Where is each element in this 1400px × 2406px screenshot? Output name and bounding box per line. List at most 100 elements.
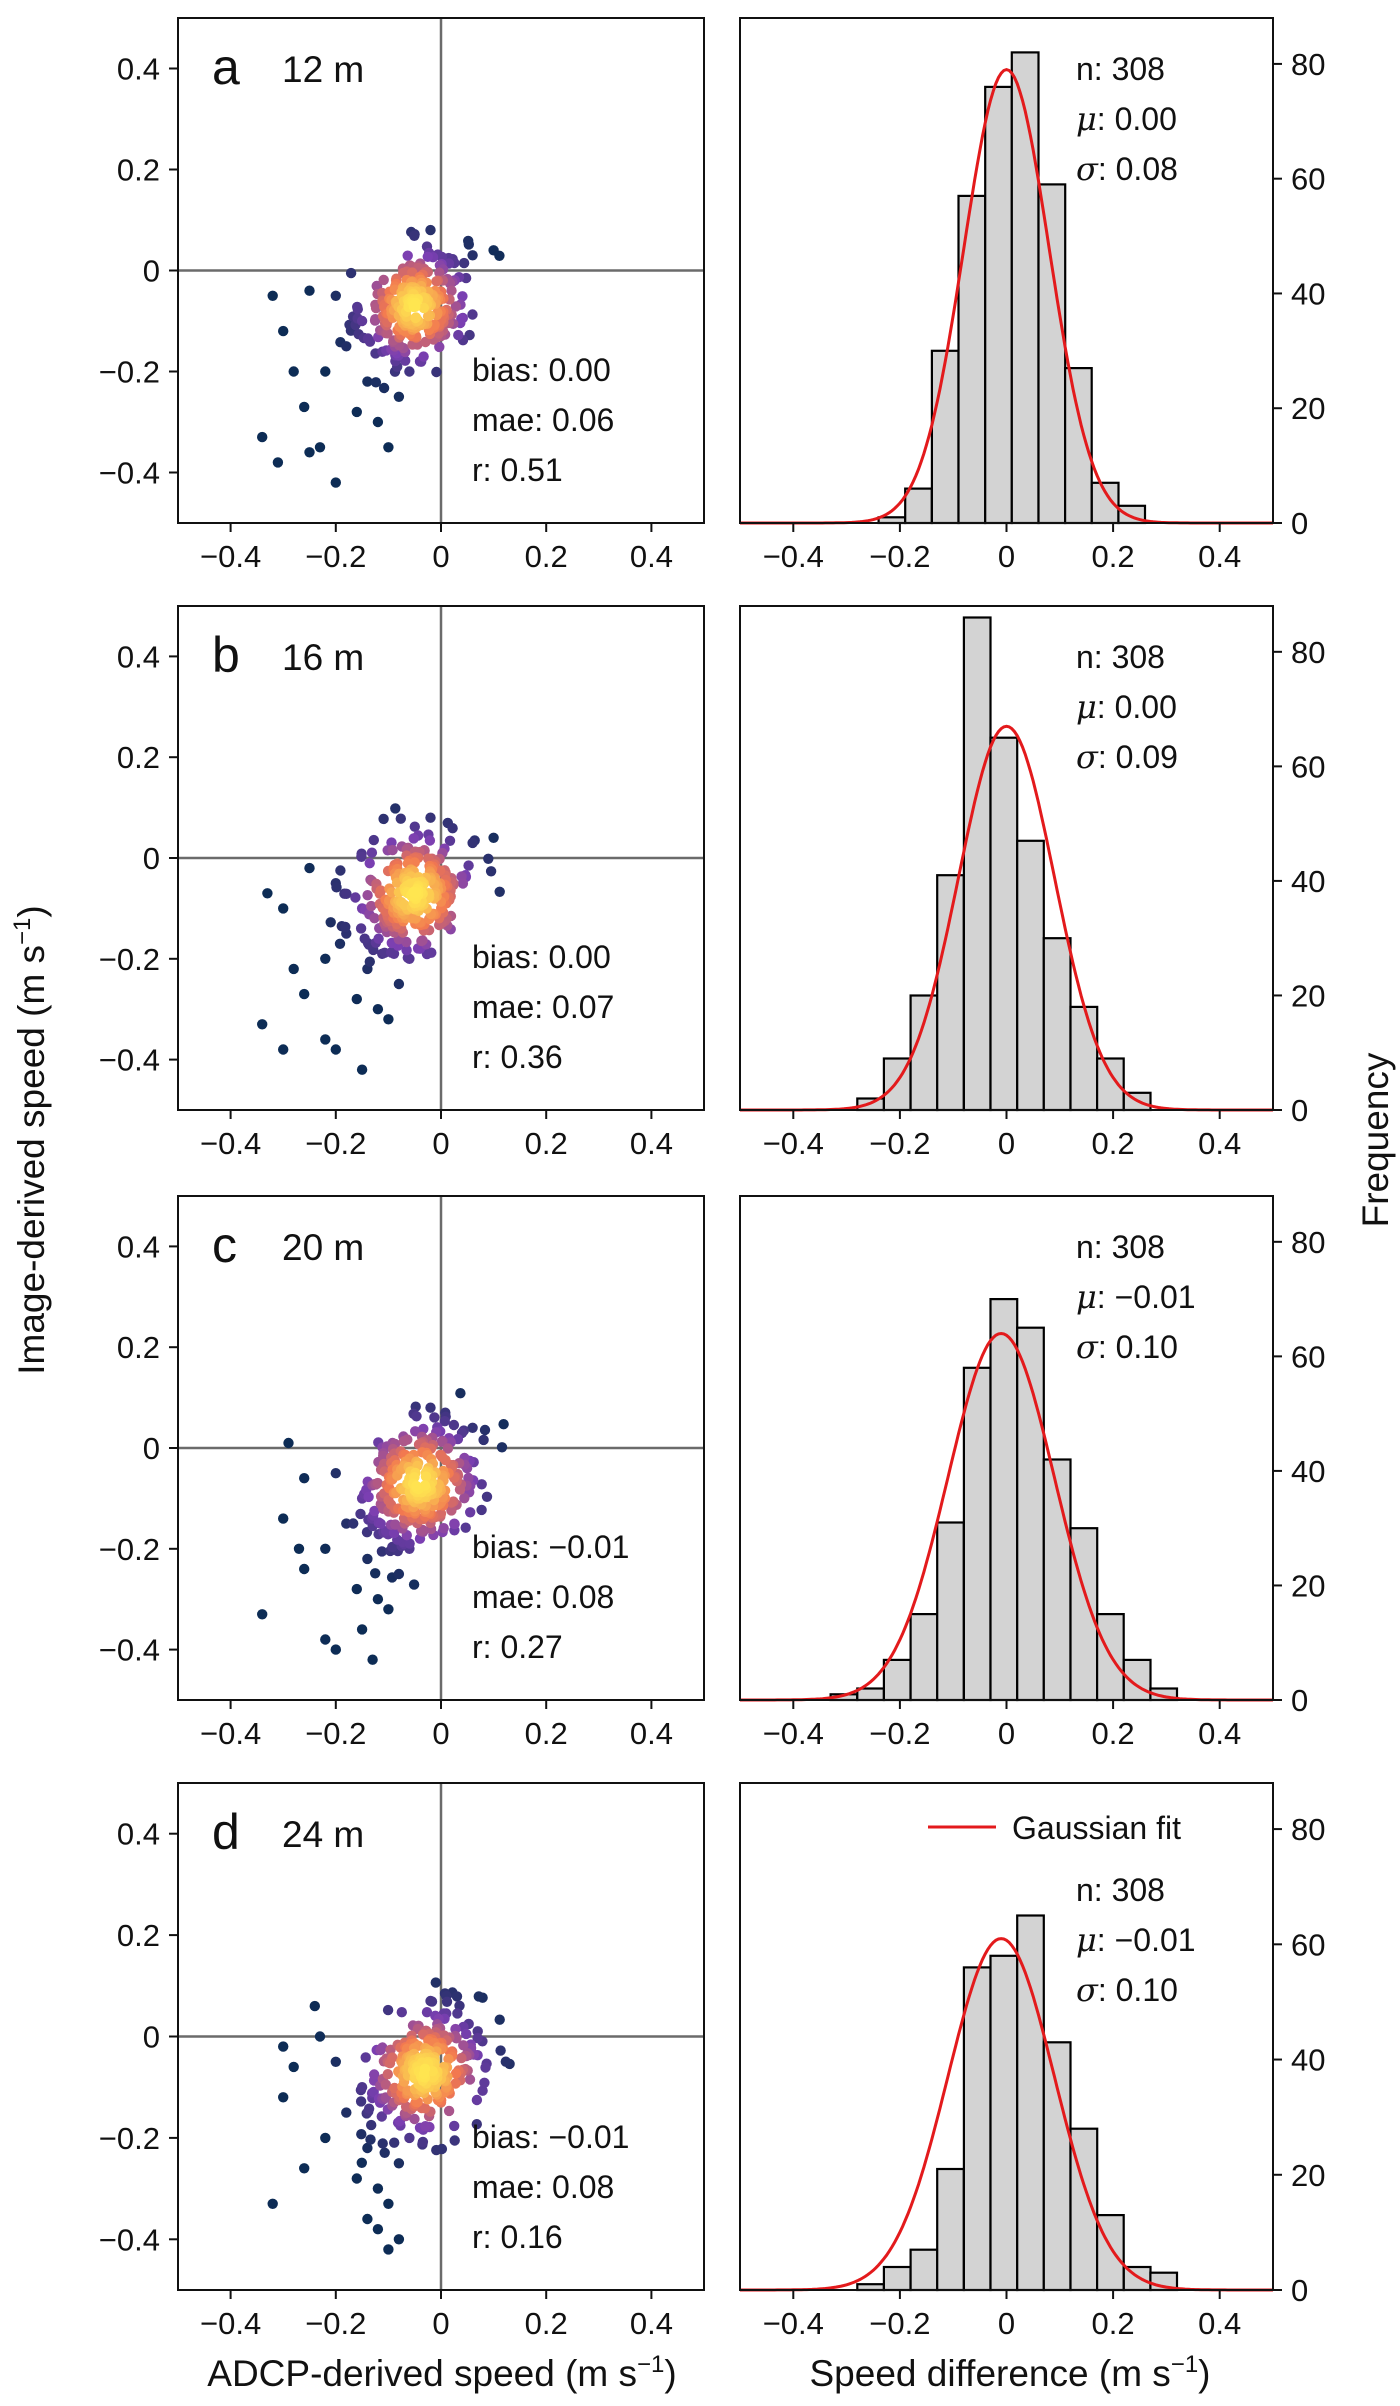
scatter-point bbox=[418, 2068, 430, 2079]
y-tick-label: 0 bbox=[143, 2020, 160, 2055]
scatter-point bbox=[387, 844, 398, 856]
y-tick-label: 40 bbox=[1291, 2043, 1325, 2078]
scatter-point bbox=[355, 1508, 366, 1520]
y-tick-label: 0.4 bbox=[117, 52, 160, 87]
y-axis-label-right: Frequency bbox=[1355, 1052, 1396, 1227]
scatter-point bbox=[467, 250, 478, 261]
panel-depth: 16 m bbox=[282, 637, 364, 678]
scatter-point bbox=[309, 2000, 320, 2012]
histogram-bar bbox=[1010, 51, 1040, 525]
x-tick-label: 0 bbox=[432, 1716, 449, 1751]
scatter-point bbox=[455, 1388, 466, 1399]
scatter-point bbox=[485, 866, 497, 877]
y-tick-label: 0 bbox=[1291, 2273, 1308, 2308]
scatter-point bbox=[383, 1604, 394, 1615]
scatter-point bbox=[304, 285, 315, 296]
scatter-point bbox=[398, 1436, 410, 1447]
scatter-point bbox=[472, 2032, 483, 2044]
histogram-bar bbox=[936, 1521, 965, 1702]
scatter-point bbox=[331, 882, 342, 893]
scatter-point bbox=[460, 1522, 471, 1533]
scatter-point bbox=[363, 2103, 375, 2114]
scatter-point bbox=[436, 1451, 448, 1463]
scatter-point bbox=[417, 2136, 429, 2148]
y-tick-label: 60 bbox=[1291, 1927, 1325, 1962]
stat-bias: bias: −0.01 bbox=[472, 2119, 629, 2155]
scatter-point bbox=[366, 900, 377, 912]
x-tick-label: −0.2 bbox=[869, 1716, 930, 1751]
scatter-point bbox=[293, 1543, 305, 1555]
scatter-point bbox=[350, 892, 361, 903]
scatter-point bbox=[267, 2198, 278, 2209]
y-tick-label: −0.2 bbox=[99, 355, 160, 390]
scatter-panel-c: −0.4 −0.2 0 0.2 0.4 0.4 0.2 0 −0.2 −0.4 c 20 m bias:… bbox=[99, 1195, 705, 1751]
stat-mu-symbol: μ bbox=[1076, 688, 1097, 726]
scatter-point bbox=[467, 309, 478, 320]
scatter-point bbox=[448, 1419, 460, 1431]
scatter-point bbox=[443, 2105, 455, 2117]
histogram-bar bbox=[904, 487, 933, 525]
scatter-point bbox=[463, 239, 474, 250]
scatter-point bbox=[366, 847, 378, 858]
scatter-point bbox=[330, 1644, 341, 1655]
scatter-point bbox=[389, 1527, 400, 1539]
scatter-point bbox=[480, 2062, 491, 2073]
scatter-point bbox=[278, 325, 289, 337]
x-tick-label: 0 bbox=[432, 2306, 449, 2341]
scatter-point bbox=[454, 1484, 466, 1495]
gaussian-fit-curve bbox=[740, 1331, 1273, 1702]
scatter-point bbox=[362, 376, 373, 387]
stat-sigma-value: : 0.10 bbox=[1098, 1329, 1178, 1365]
scatter-point bbox=[471, 2119, 482, 2130]
scatter-point bbox=[444, 835, 456, 846]
stat-mu-value: : 0.00 bbox=[1097, 101, 1177, 137]
scatter-point bbox=[431, 366, 442, 378]
scatter-point bbox=[488, 245, 499, 256]
scatter-point bbox=[320, 1034, 331, 1045]
scatter-point bbox=[257, 431, 268, 443]
scatter-point bbox=[299, 1473, 310, 1484]
scatter-point bbox=[351, 2173, 362, 2184]
histogram-bars bbox=[856, 616, 1152, 1112]
histogram-bar bbox=[909, 1612, 939, 1702]
scatter-point bbox=[356, 1624, 368, 1635]
scatter-point bbox=[314, 442, 326, 453]
x-tick-label: 0.4 bbox=[1198, 1126, 1241, 1161]
y-tick-label: 0 bbox=[143, 254, 160, 289]
y-tick-label: 0 bbox=[1291, 1093, 1308, 1128]
scatter-point bbox=[372, 1594, 384, 1605]
scatter-point bbox=[411, 1411, 422, 1422]
y-tick-label: 0 bbox=[143, 1431, 160, 1466]
scatter-point bbox=[375, 885, 386, 896]
y-tick-label: 40 bbox=[1291, 276, 1325, 311]
scatter-point bbox=[360, 2052, 371, 2063]
scatter-point bbox=[409, 2113, 420, 2125]
scatter-point bbox=[262, 888, 273, 899]
y-tick-label: 80 bbox=[1291, 1812, 1325, 1847]
scatter-point bbox=[425, 1402, 436, 1413]
scatter-point bbox=[389, 2137, 400, 2148]
scatter-point bbox=[408, 1579, 420, 1590]
scatter-point bbox=[320, 2132, 331, 2144]
scatter-point bbox=[379, 2147, 390, 2158]
y-tick-label: 20 bbox=[1291, 2158, 1325, 2193]
scatter-point bbox=[330, 1468, 341, 1479]
x-tick-label: 0.2 bbox=[525, 2306, 568, 2341]
scatter-point bbox=[345, 267, 357, 279]
scatter-point bbox=[334, 938, 346, 949]
y-tick-label: 20 bbox=[1291, 978, 1325, 1013]
stat-mu-value: : −0.01 bbox=[1097, 1922, 1196, 1958]
y-tick-label: 0 bbox=[1291, 506, 1308, 541]
panel-depth: 12 m bbox=[282, 49, 364, 90]
scatter-point bbox=[380, 2079, 391, 2090]
scatter-point bbox=[352, 304, 363, 315]
stat-n: n: 308 bbox=[1076, 1872, 1165, 1908]
y-tick-label: 20 bbox=[1291, 1568, 1325, 1603]
scatter-point bbox=[479, 1424, 491, 1436]
scatter-point bbox=[362, 2213, 373, 2225]
y-tick-label: 80 bbox=[1291, 1225, 1325, 1260]
scatter-point bbox=[449, 2135, 460, 2146]
scatter-point bbox=[320, 366, 331, 377]
stat-mae: mae: 0.06 bbox=[472, 402, 614, 438]
x-tick-label: −0.4 bbox=[763, 2306, 824, 2341]
